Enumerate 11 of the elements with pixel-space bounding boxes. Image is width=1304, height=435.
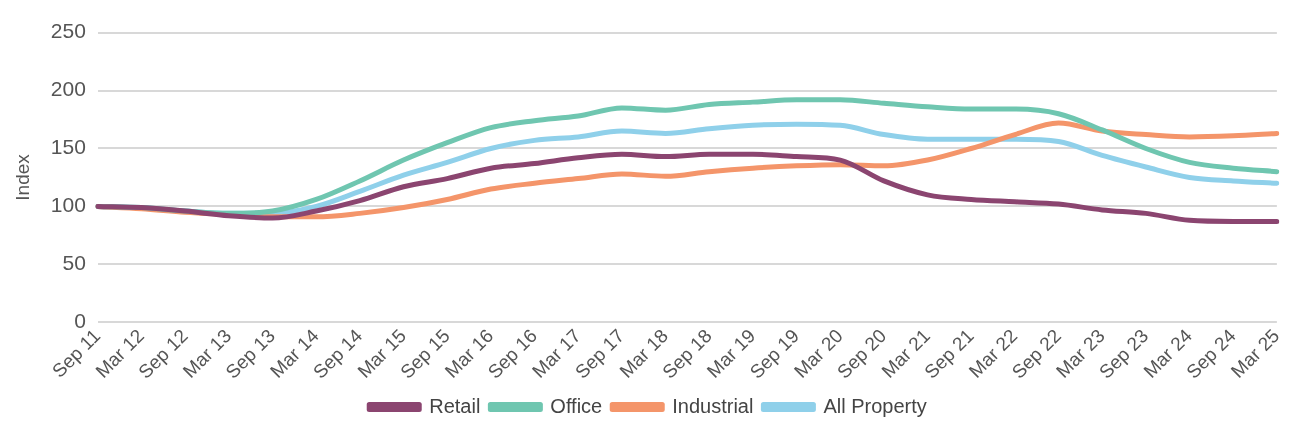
legend-label: Industrial	[672, 394, 754, 417]
y-tick-label: 200	[50, 77, 86, 101]
y-axis-title: Index	[11, 153, 33, 201]
legend-label: All Property	[823, 394, 927, 417]
legend-label: Office	[550, 394, 603, 417]
legend-label: Retail	[429, 394, 481, 417]
y-tick-label: 100	[50, 193, 86, 217]
y-tick-label: 50	[62, 251, 86, 275]
y-tick-label: 0	[74, 309, 86, 333]
y-tick-label: 250	[50, 19, 86, 43]
y-tick-label: 150	[50, 135, 86, 159]
